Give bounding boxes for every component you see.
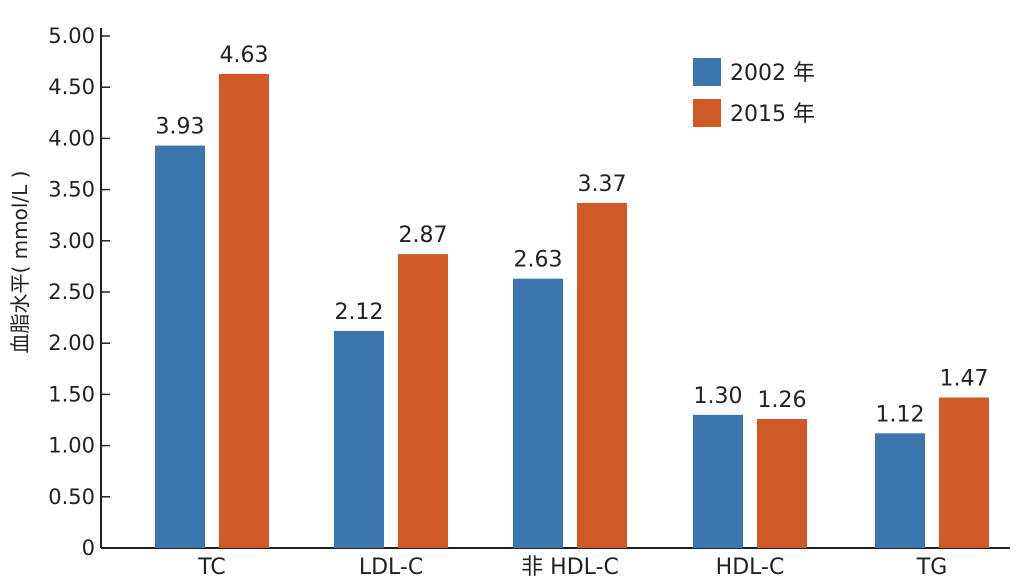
data-label: 1.47	[940, 366, 989, 391]
data-label: 1.30	[694, 384, 743, 409]
y-tick-label: 1.50	[48, 382, 95, 406]
x-axis: TC LDL-C 非 HDL-C HDL-C TG	[101, 547, 1010, 580]
bar	[693, 414, 743, 548]
x-category-label: LDL-C	[359, 555, 423, 580]
y-tick-label: 0.50	[48, 485, 95, 509]
y-axis-title: 血脂水平( mmol/L )	[8, 171, 32, 354]
data-label: 3.37	[578, 172, 627, 197]
bar	[513, 278, 563, 548]
data-label: 2.63	[514, 248, 563, 273]
bar	[334, 330, 384, 548]
y-tick-label: 3.50	[48, 178, 95, 202]
data-label: 1.26	[758, 388, 807, 413]
legend-label: 2015 年	[730, 102, 815, 127]
x-category-label: HDL-C	[716, 555, 785, 580]
bar	[398, 254, 448, 548]
bar	[875, 433, 925, 548]
y-tick-label: 5.00	[48, 24, 95, 48]
y-tick-label: 4.00	[48, 126, 95, 150]
bar	[757, 418, 807, 548]
y-tick-label: 3.00	[48, 229, 95, 253]
data-label: 2.12	[335, 300, 384, 325]
bar	[577, 202, 627, 549]
data-label: 1.12	[876, 402, 925, 427]
bar	[219, 73, 269, 548]
y-axis: 0 0.50 1.00 1.50 2.00 2.50 3.00 3.50 4.00 4.50 5.0…	[48, 24, 110, 560]
legend-label: 2002 年	[730, 61, 815, 86]
y-tick-label: 2.50	[48, 280, 95, 304]
x-category-label: TG	[916, 555, 948, 580]
x-category-label: 非 HDL-C	[521, 555, 619, 580]
data-label: 4.63	[220, 43, 269, 68]
data-label: 2.87	[399, 223, 448, 248]
y-tick-label: 2.00	[48, 331, 95, 355]
data-labels-group: 3.93 2.12 2.63 1.30 1.12 4.63 2.87 3.37 1.26 1.47	[156, 43, 989, 427]
bar	[155, 145, 205, 548]
y-tick-label: 1.00	[48, 434, 95, 458]
data-label: 3.93	[156, 115, 205, 140]
y-axis-title-group: 血脂水平( mmol/L )	[8, 171, 32, 354]
x-category-label: TC	[197, 555, 226, 580]
y-tick-label: 4.50	[48, 75, 95, 99]
bar	[939, 397, 989, 548]
y-tick-label: 0	[82, 536, 95, 560]
bars-group	[155, 73, 989, 549]
legend: 2002 年 2015 年	[693, 58, 815, 127]
legend-swatch	[693, 99, 721, 127]
legend-swatch	[693, 58, 721, 86]
